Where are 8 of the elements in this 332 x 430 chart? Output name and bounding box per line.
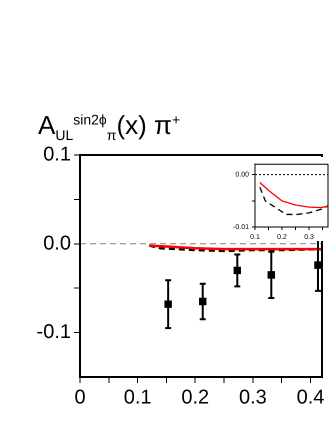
x-tick-label: 0.1 (124, 386, 152, 409)
x-tick-label: 0 (74, 386, 86, 409)
y-tick-label: 0.0 (43, 232, 71, 254)
x-tick-label: 0.3 (238, 386, 267, 409)
y-tick-label: 0.1 (43, 144, 71, 166)
x-tick-label: 0.2 (181, 386, 210, 409)
x-tick-label: 0.4 (296, 386, 324, 409)
y-tick-label: -0.1 (36, 321, 71, 344)
